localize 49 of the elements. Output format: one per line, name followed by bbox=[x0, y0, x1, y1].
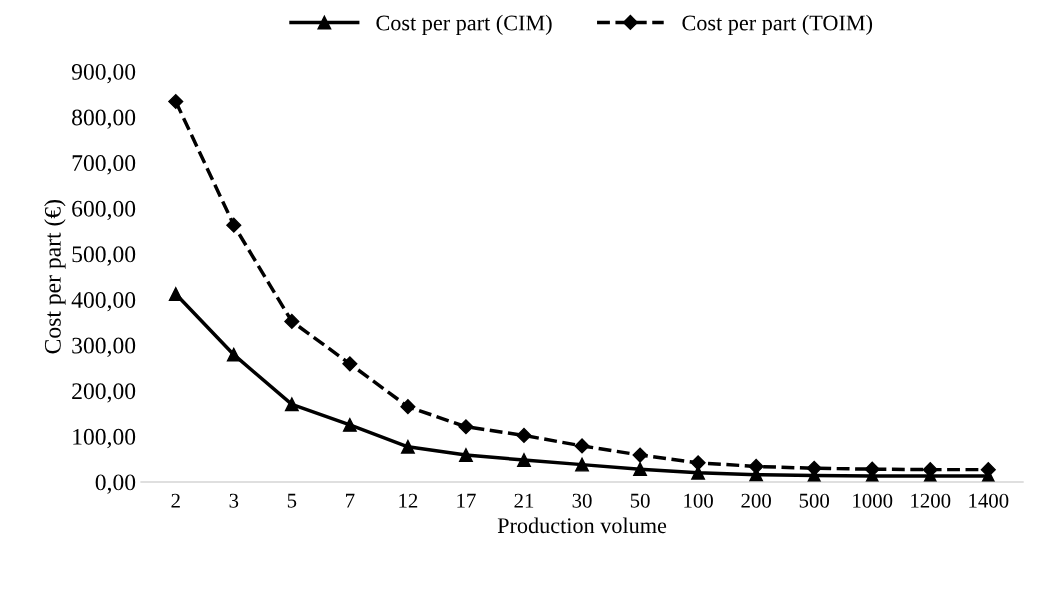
y-tick-label: 900,00 bbox=[71, 63, 136, 84]
point bbox=[226, 347, 241, 362]
x-tick-label: 3 bbox=[229, 493, 239, 508]
y-tick-label: 600,00 bbox=[72, 200, 136, 221]
x-tick-label: 200 bbox=[741, 493, 771, 508]
x-tick-label: 100 bbox=[684, 493, 713, 508]
x-tick-label: 50 bbox=[630, 493, 650, 508]
point bbox=[575, 457, 589, 472]
point bbox=[690, 455, 706, 471]
x-tick-label: 21 bbox=[514, 493, 534, 508]
point bbox=[806, 460, 822, 476]
x-tick-label: 500 bbox=[799, 493, 830, 508]
point bbox=[458, 419, 474, 435]
legend-label: Cost per part (TOIM) bbox=[682, 14, 873, 35]
y-tick-label: 200,00 bbox=[72, 383, 136, 403]
point bbox=[574, 438, 590, 454]
y-axis-title: Cost per part (€) bbox=[44, 200, 66, 354]
x-axis-title: Production volume bbox=[497, 517, 667, 534]
point bbox=[168, 93, 184, 110]
point bbox=[284, 313, 300, 329]
x-tick-label: 5 bbox=[287, 493, 297, 508]
x-tick-label: 7 bbox=[346, 493, 355, 508]
y-tick-label: 400,00 bbox=[71, 291, 136, 312]
point bbox=[400, 439, 415, 454]
y-tick-label: 700,00 bbox=[72, 155, 136, 175]
point bbox=[632, 447, 648, 463]
point bbox=[517, 453, 531, 467]
point bbox=[226, 217, 242, 233]
point bbox=[168, 287, 183, 301]
y-tick-label: 0,00 bbox=[95, 474, 136, 494]
y-tick-label: 500,00 bbox=[72, 246, 136, 266]
point bbox=[633, 462, 648, 477]
x-tick-label: 1200 bbox=[911, 493, 951, 508]
point bbox=[284, 397, 299, 412]
x-tick-label: 17 bbox=[457, 493, 476, 508]
y-tick-label: 300,00 bbox=[72, 337, 136, 357]
point bbox=[459, 448, 473, 462]
legend-label: Cost per part (CIM) bbox=[376, 14, 552, 35]
point bbox=[342, 356, 358, 372]
x-tick-label: 30 bbox=[572, 493, 592, 508]
point bbox=[400, 399, 416, 415]
x-tick-label: 1000 bbox=[853, 493, 893, 508]
point bbox=[342, 417, 357, 432]
x-tick-label: 12 bbox=[399, 493, 418, 508]
x-tick-label: 1400 bbox=[969, 493, 1009, 508]
point bbox=[516, 427, 532, 443]
y-tick-label: 800,00 bbox=[72, 109, 136, 129]
y-tick-label: 100,00 bbox=[73, 428, 136, 449]
x-tick-label: 2 bbox=[171, 493, 180, 508]
